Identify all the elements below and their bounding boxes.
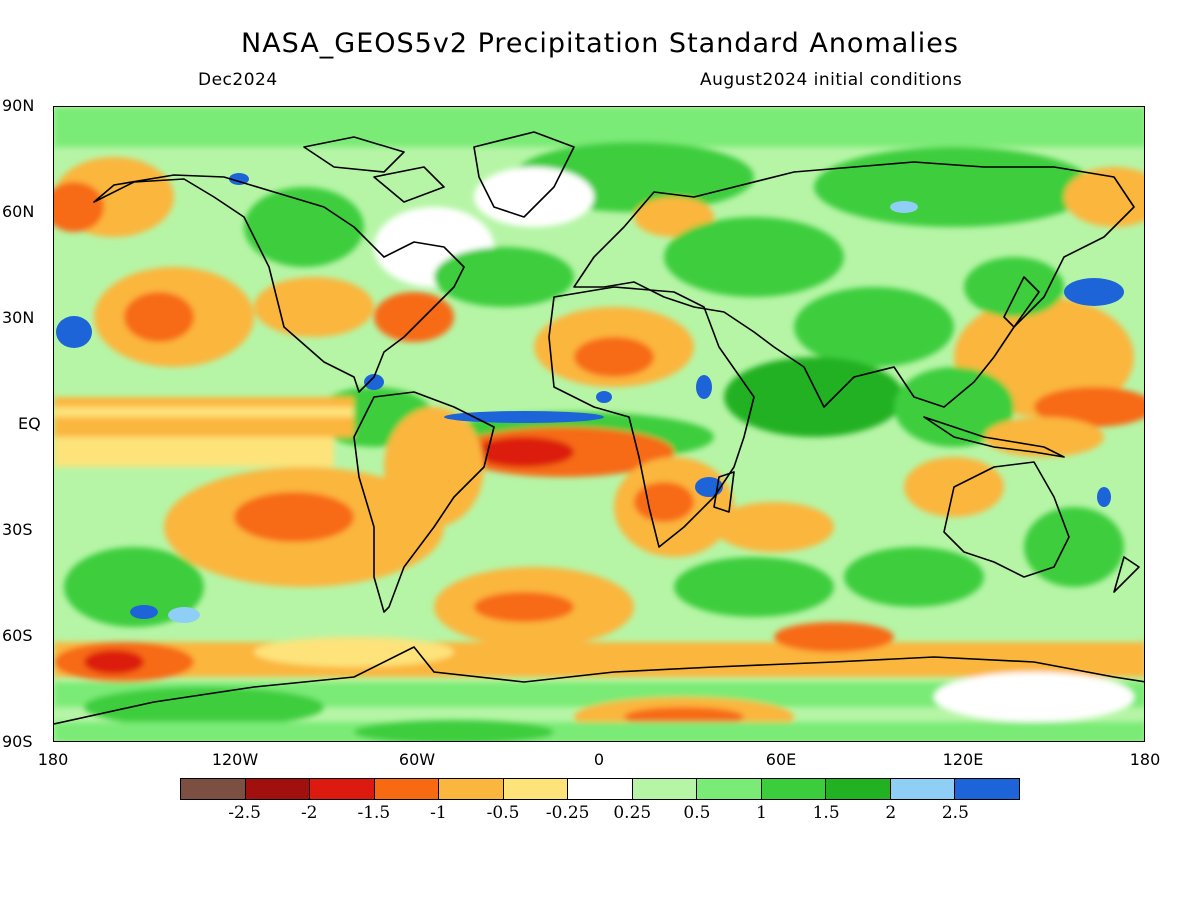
colorbar-box — [761, 779, 827, 799]
colorbar-box — [503, 779, 569, 799]
precipitation-anomaly-map — [53, 106, 1145, 742]
lat-label-60n: 60N — [2, 202, 35, 221]
initial-conditions: August2024 initial conditions — [700, 70, 963, 90]
lat-label-30s: 30S — [2, 520, 33, 539]
colorbar-box — [955, 779, 1019, 799]
colorbar-box — [826, 779, 891, 799]
lon-label-0: 0 — [593, 750, 605, 769]
lon-label-180w: 180 — [37, 750, 69, 769]
colorbar-label: 2.5 — [941, 803, 969, 823]
colorbar-box — [374, 779, 440, 799]
colorbar-label: 1.5 — [812, 803, 840, 823]
colorbar-label: -0.5 — [486, 803, 520, 823]
lon-label-60w: 60W — [398, 750, 436, 769]
lon-label-180e: 180 — [1129, 750, 1161, 769]
map-title: NASA_GEOS5v2 Precipitation Standard Anom… — [241, 28, 959, 59]
map-canvas — [54, 107, 1144, 741]
lat-label-90s: 90S — [2, 732, 33, 751]
colorbar-label: 2 — [885, 803, 897, 823]
lat-label-30n: 30N — [2, 308, 35, 327]
colorbar-label: 0.25 — [613, 803, 652, 823]
colorbar-box — [245, 779, 311, 799]
colorbar-box — [181, 779, 246, 799]
lon-label-120e: 120E — [942, 750, 984, 769]
colorbar-label: 1 — [756, 803, 767, 823]
colorbar-box — [568, 779, 633, 799]
colorbar-box — [310, 779, 375, 799]
colorbar-label: -0.25 — [545, 803, 590, 823]
colorbar-label: -1.5 — [357, 803, 391, 823]
colorbar-label: -1 — [430, 803, 447, 823]
anomaly-field — [54, 107, 1144, 741]
colorbar-box — [632, 779, 698, 799]
colorbar-box — [439, 779, 504, 799]
colorbar-label: 0.5 — [683, 803, 711, 823]
colorbar-label: -2 — [300, 803, 318, 823]
lat-label-60s: 60S — [2, 626, 33, 645]
colorbar-label: -2.5 — [228, 803, 261, 823]
coastlines — [54, 131, 1144, 725]
lon-label-60e: 60E — [765, 750, 797, 769]
colorbar-box — [697, 779, 762, 799]
colorbar — [180, 778, 1020, 800]
forecast-month: Dec2024 — [198, 70, 278, 90]
lat-label-90n: 90N — [2, 96, 35, 115]
lat-label-eq: EQ — [18, 414, 41, 433]
lon-label-120w: 120W — [211, 750, 259, 769]
colorbar-box — [890, 779, 956, 799]
